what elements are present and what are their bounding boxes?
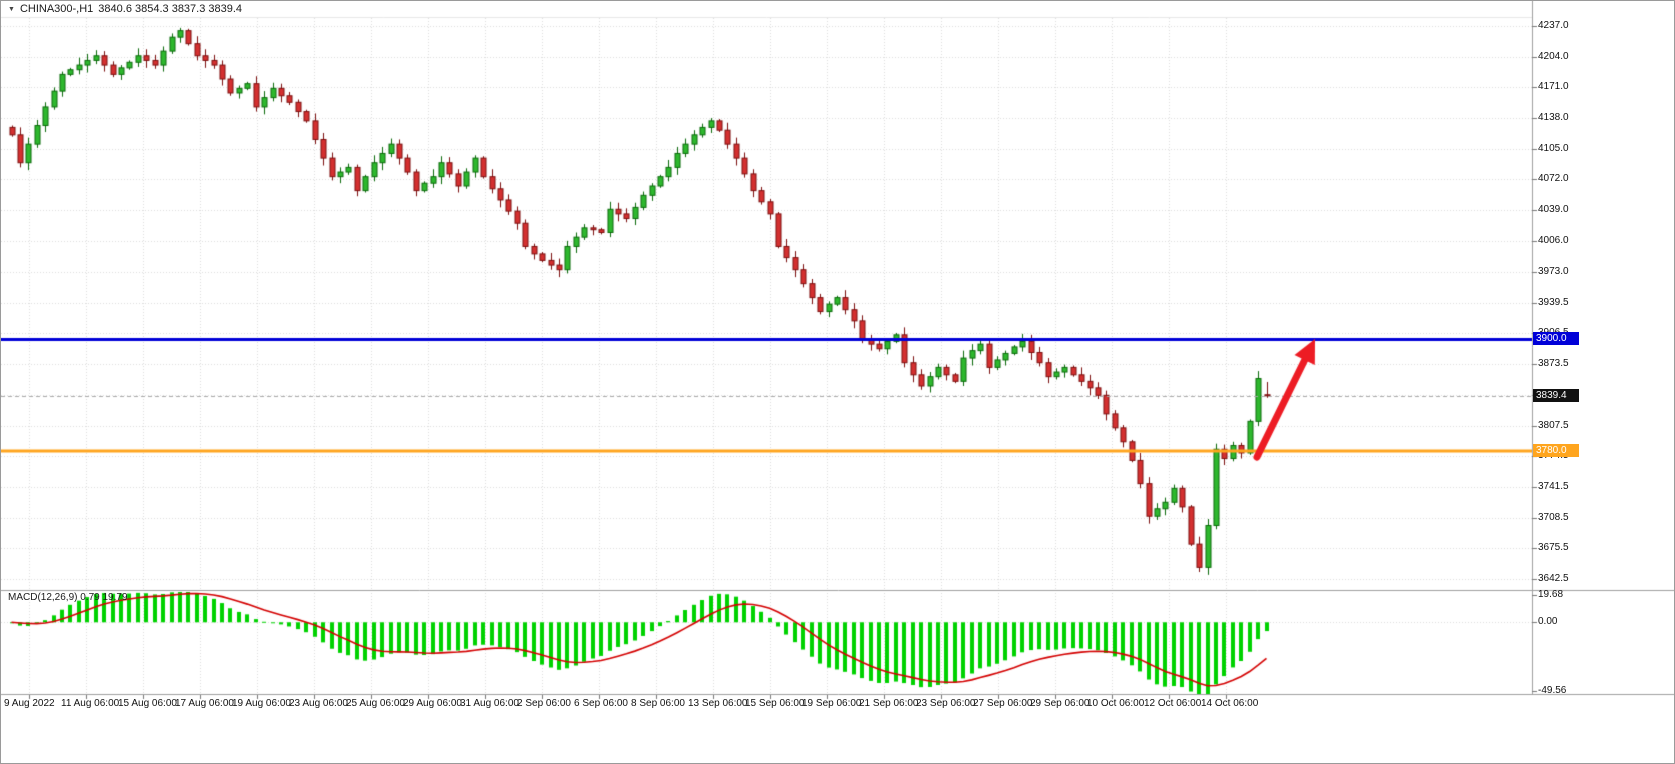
price-axis[interactable]: 4237.0 4204.0 4171.0 4138.0 4105.0 4072.0 4039…: [1533, 1, 1674, 591]
time-axis-label: 2 Sep 06:00: [517, 698, 571, 709]
price-badge-current: 3839.4: [1533, 389, 1579, 402]
time-axis-label: 14 Oct 06:00: [1201, 698, 1259, 709]
symbol-dropdown-icon: ▼: [8, 5, 15, 13]
time-axis-label: 11 Aug 06:00: [61, 698, 120, 709]
price-axis-label: 3973.0: [1538, 266, 1569, 277]
chart-title: ▼ CHINA300-,H1 3840.6 3854.3 3837.3 3839…: [8, 3, 242, 15]
price-axis-label: 4138.0: [1538, 112, 1569, 123]
price-badge-support: 3780.0: [1533, 444, 1579, 457]
price-axis-label: 3939.5: [1538, 297, 1569, 308]
time-axis-label: 23 Sep 06:00: [916, 698, 976, 709]
time-axis-label: 8 Sep 06:00: [631, 698, 685, 709]
time-axis-label: 19 Aug 06:00: [232, 698, 291, 709]
macd-axis-label: 19.68: [1538, 589, 1564, 600]
macd-axis[interactable]: 19.68 0.00 -49.56: [1533, 589, 1674, 696]
time-axis-label: 10 Oct 06:00: [1087, 698, 1145, 709]
price-badge-resistance: 3900.0: [1533, 332, 1579, 345]
time-axis-label: 21 Sep 06:00: [859, 698, 919, 709]
price-axis-label: 4105.0: [1538, 143, 1569, 154]
time-axis-label: 31 Aug 06:00: [460, 698, 519, 709]
time-axis-label: 29 Aug 06:00: [403, 698, 462, 709]
time-axis-label: 13 Sep 06:00: [688, 698, 748, 709]
time-axis-label: 19 Sep 06:00: [802, 698, 862, 709]
time-axis-label: 15 Aug 06:00: [118, 698, 177, 709]
price-axis-label: 3741.5: [1538, 481, 1569, 492]
price-axis-label: 3807.5: [1538, 420, 1569, 431]
chart-ohlc-values: 3840.6 3854.3 3837.3 3839.4: [98, 3, 243, 15]
price-axis-label: 4039.0: [1538, 204, 1569, 215]
macd-axis-label: -49.56: [1538, 685, 1567, 696]
price-axis-label: 4171.0: [1538, 81, 1569, 92]
price-axis-label: 3873.5: [1538, 358, 1569, 369]
time-axis-label: 23 Aug 06:00: [289, 698, 348, 709]
time-axis-label: 6 Sep 06:00: [574, 698, 628, 709]
time-axis-label: 9 Aug 2022: [4, 698, 55, 709]
time-axis-label: 25 Aug 06:00: [346, 698, 405, 709]
chart-symbol-period: CHINA300-,H1: [19, 3, 94, 15]
time-axis-label: 15 Sep 06:00: [745, 698, 805, 709]
time-axis-label: 12 Oct 06:00: [1144, 698, 1202, 709]
price-axis-label: 3675.5: [1538, 542, 1569, 553]
price-axis-label: 3708.5: [1538, 512, 1569, 523]
time-axis-label: 17 Aug 06:00: [175, 698, 234, 709]
price-axis-label: 4237.0: [1538, 20, 1569, 31]
macd-axis-label: 0.00: [1538, 616, 1558, 627]
price-axis-label: 4204.0: [1538, 51, 1569, 62]
indicator-label: MACD(12,26,9) 0.79 19.79: [8, 592, 128, 603]
price-axis-label: 4006.0: [1538, 235, 1569, 246]
price-axis-label: 4072.0: [1538, 173, 1569, 184]
time-axis[interactable]: 9 Aug 2022 11 Aug 06:00 15 Aug 06:00 17 Aug…: [1, 697, 1674, 713]
time-axis-label: 27 Sep 06:00: [973, 698, 1033, 709]
time-axis-label: 29 Sep 06:00: [1030, 698, 1090, 709]
price-axis-label: 3642.5: [1538, 573, 1569, 584]
